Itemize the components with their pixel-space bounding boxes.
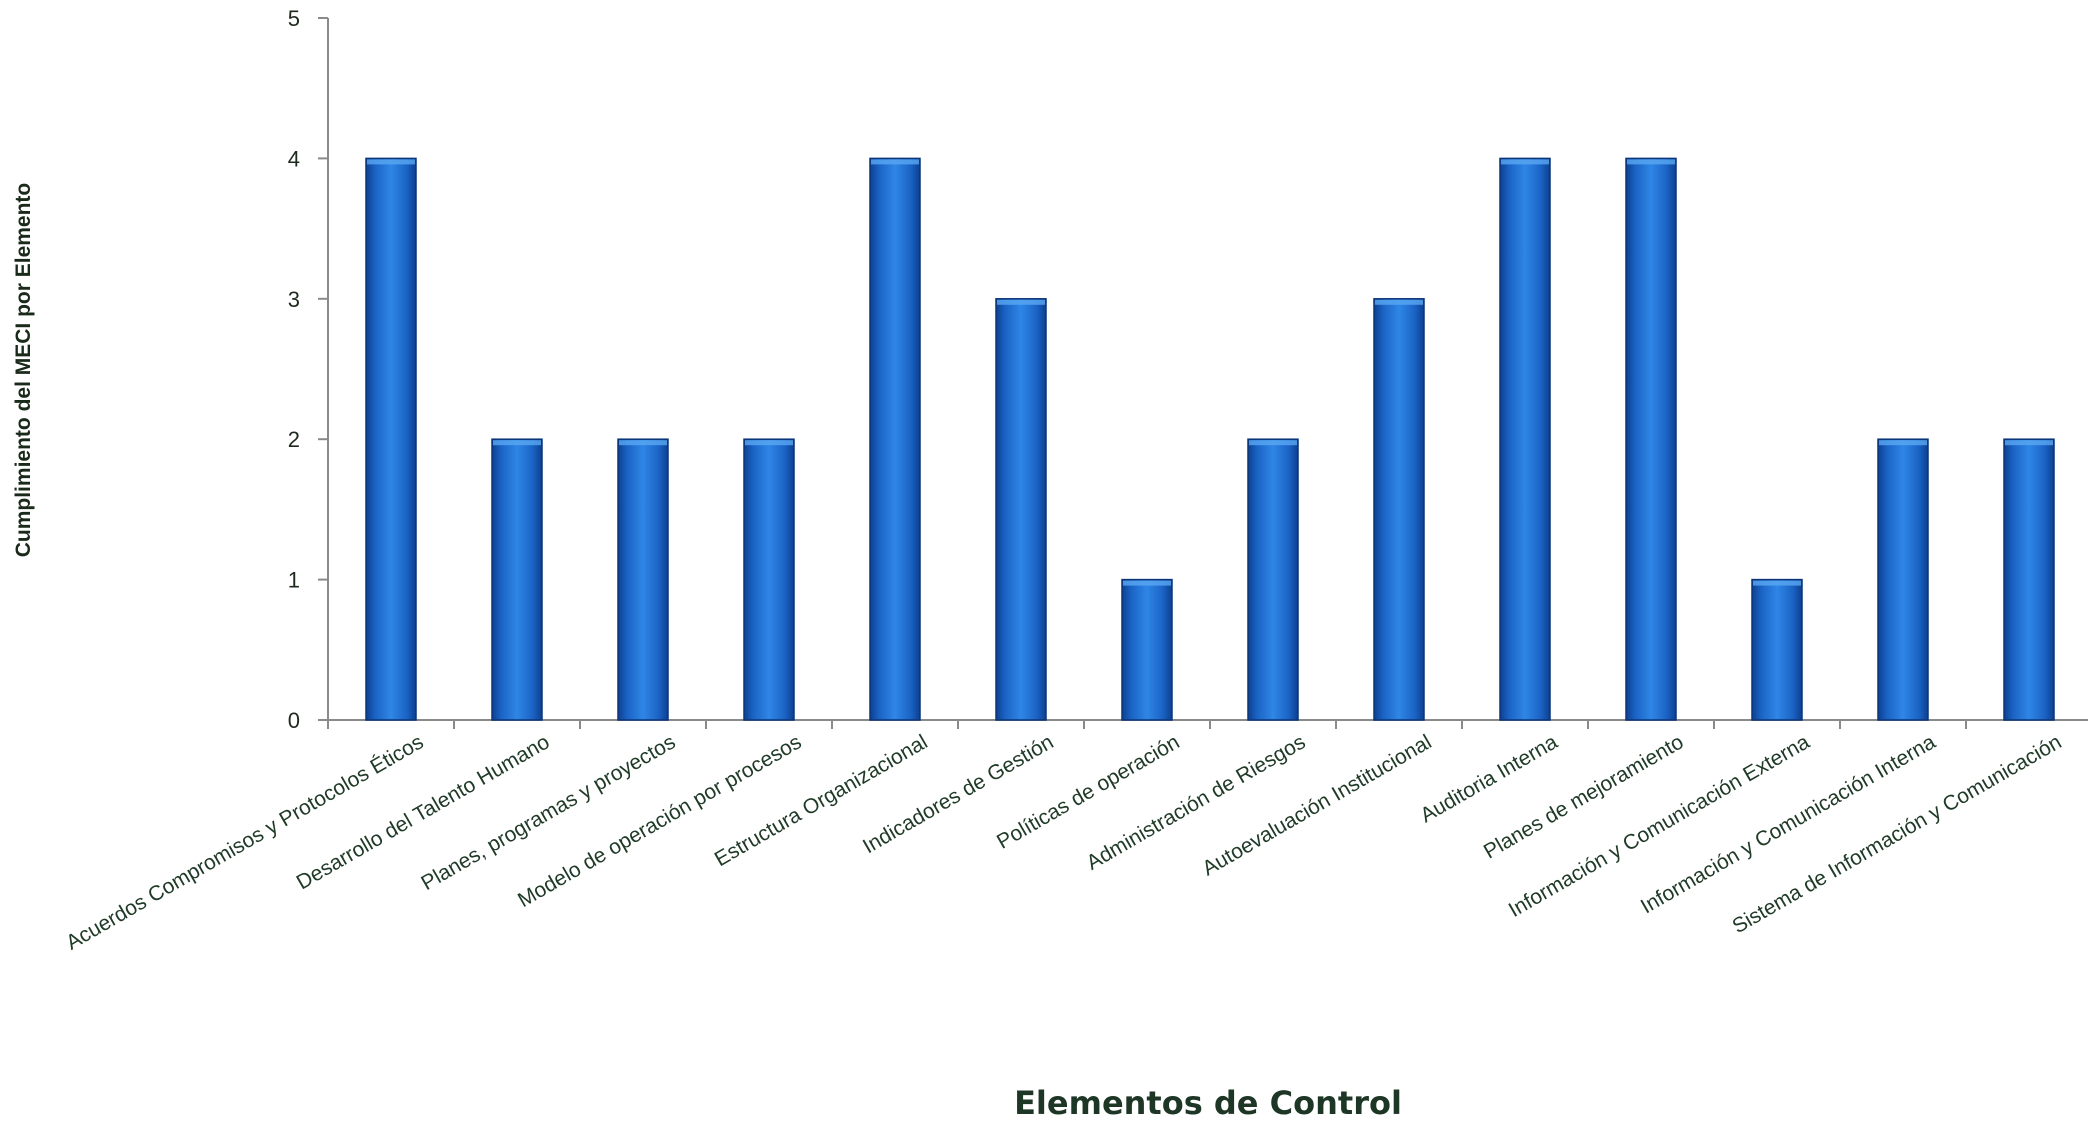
- bar: [365, 157, 417, 721]
- bar-cap: [367, 159, 415, 165]
- bar: [1751, 578, 1803, 721]
- bar: [995, 298, 1047, 721]
- bar: [2003, 438, 2055, 721]
- bar: [617, 438, 669, 721]
- y-tick-label: 2: [288, 427, 300, 452]
- y-tick-label: 3: [288, 287, 300, 312]
- bar-cap: [1879, 440, 1927, 446]
- bar-cap: [619, 440, 667, 446]
- bar-rect: [1625, 157, 1677, 721]
- bars: [365, 157, 2055, 721]
- bar-rect: [995, 298, 1047, 721]
- category-label: Desarrollo del Talento Humano: [293, 730, 554, 894]
- bar-rect: [743, 438, 795, 721]
- y-axis-title: Cumplimiento del MECI por Elemento: [12, 183, 35, 558]
- category-labels: Acuerdos Compromisos y Protocolos Éticos…: [62, 730, 2065, 954]
- bar-rect: [1247, 438, 1299, 721]
- y-tick-label: 4: [288, 146, 300, 171]
- bar-rect: [1751, 578, 1803, 721]
- bar-rect: [1121, 578, 1173, 721]
- y-tick-label: 0: [288, 708, 300, 733]
- bar-rect: [1499, 157, 1551, 721]
- bar-rect: [1877, 438, 1929, 721]
- bar-rect: [869, 157, 921, 721]
- bar: [1247, 438, 1299, 721]
- bar-cap: [493, 440, 541, 446]
- bar-rect: [1373, 298, 1425, 721]
- bar: [491, 438, 543, 721]
- bar-cap: [871, 159, 919, 165]
- bar: [743, 438, 795, 721]
- x-ticks: [327, 720, 1967, 729]
- bar: [1499, 157, 1551, 721]
- bar: [1121, 578, 1173, 721]
- category-label: Planes, programas y proyectos: [417, 730, 679, 895]
- x-axis-title: Elementos de Control: [1014, 1084, 1402, 1121]
- y-ticks: 0 1 2 3 4 5: [288, 6, 328, 733]
- bar: [1625, 157, 1677, 721]
- bar-cap: [1375, 299, 1423, 305]
- bar-cap: [2005, 440, 2053, 446]
- y-tick-label: 5: [288, 6, 300, 31]
- bar-rect: [365, 157, 417, 721]
- bar: [1373, 298, 1425, 721]
- category-label: Autoevaluación Institucional: [1199, 730, 1436, 880]
- category-label: Administración de Riesgos: [1083, 730, 1310, 874]
- bar-cap: [1627, 159, 1675, 165]
- category-label: Estructura Organizacional: [711, 730, 932, 871]
- y-tick-label: 1: [288, 568, 300, 593]
- bar-rect: [2003, 438, 2055, 721]
- bar-cap: [745, 440, 793, 446]
- y-axis-title-group: Cumplimiento del MECI por Elemento: [12, 183, 35, 558]
- bar-cap: [997, 299, 1045, 305]
- bar-cap: [1753, 580, 1801, 586]
- category-label: Planes de mejoramiento: [1480, 730, 1688, 863]
- bar-cap: [1501, 159, 1549, 165]
- bar-rect: [617, 438, 669, 721]
- bar: [869, 157, 921, 721]
- bar: [1877, 438, 1929, 721]
- bar-cap: [1249, 440, 1297, 446]
- bar-rect: [491, 438, 543, 721]
- bar-cap: [1123, 580, 1171, 586]
